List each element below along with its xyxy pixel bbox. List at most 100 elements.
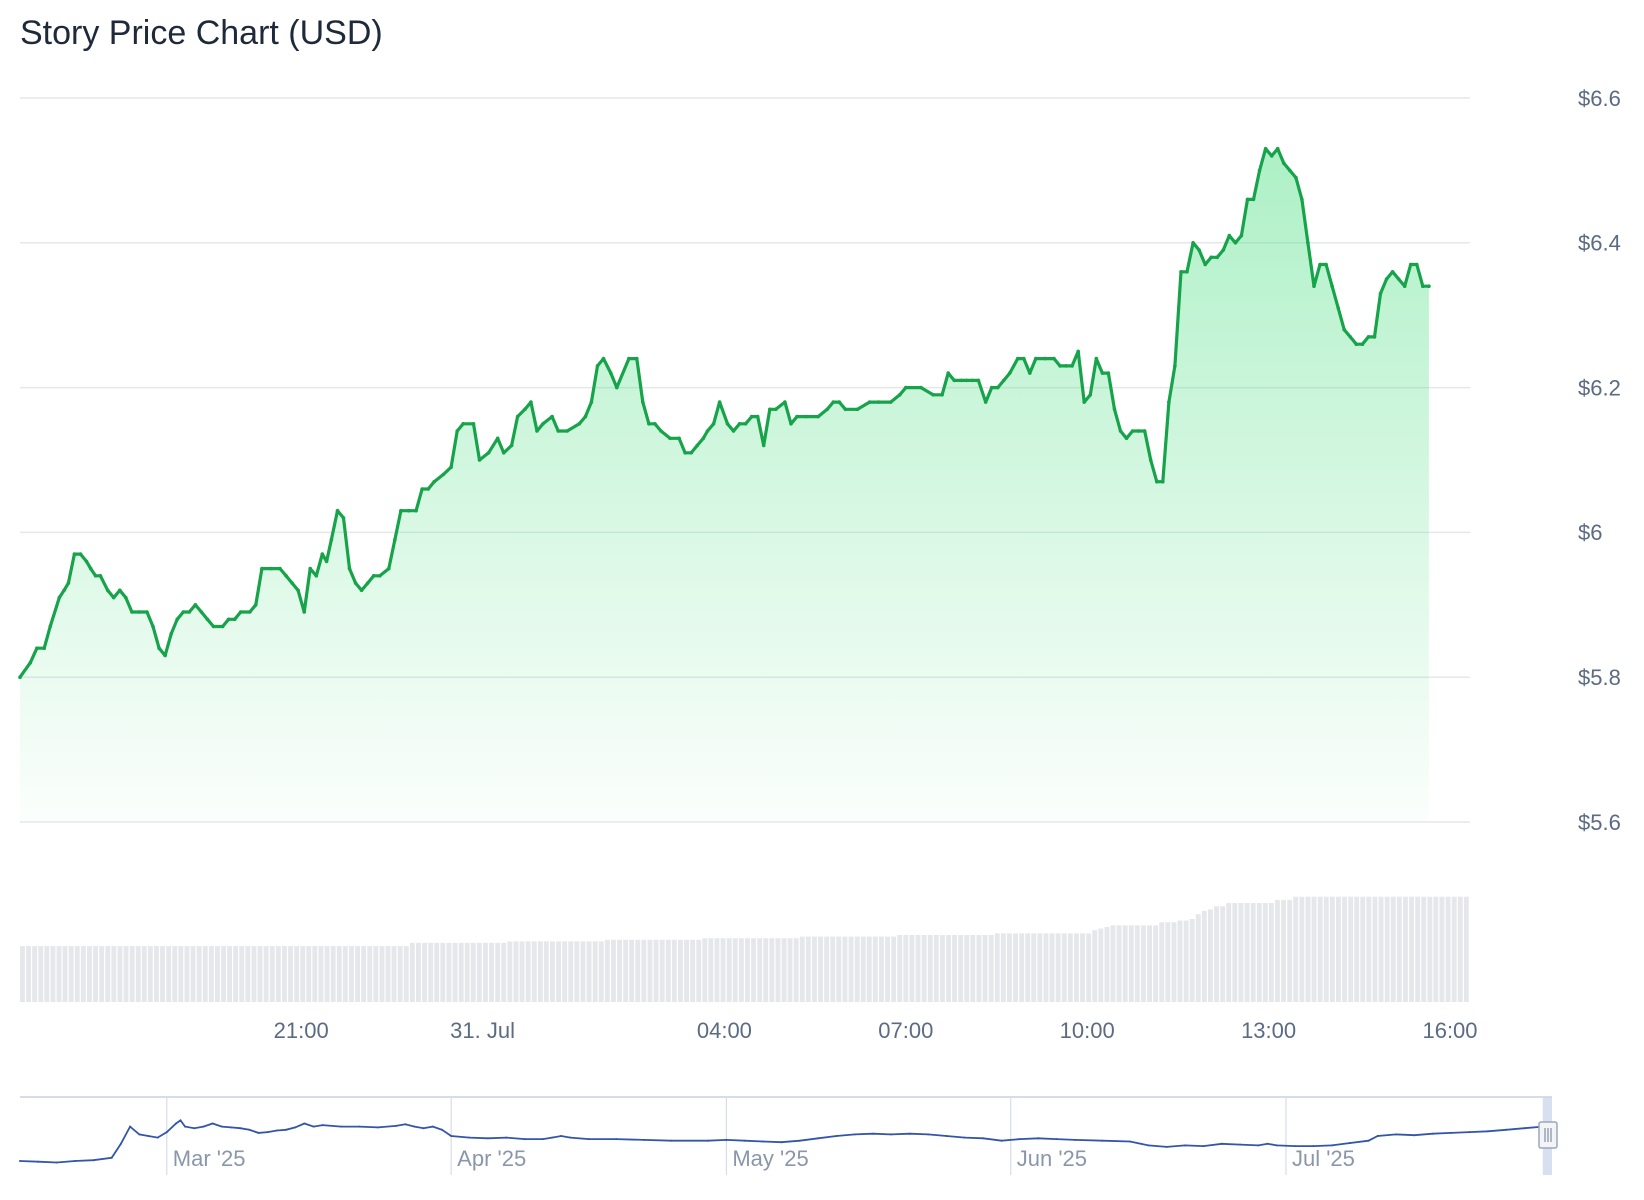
price-point[interactable] — [843, 407, 848, 412]
price-point[interactable] — [705, 429, 710, 433]
price-point[interactable] — [308, 566, 313, 571]
price-point[interactable] — [98, 574, 103, 578]
price-point[interactable] — [535, 429, 539, 433]
price-point[interactable] — [1318, 262, 1322, 267]
price-point[interactable] — [659, 429, 663, 433]
price-point[interactable] — [461, 422, 466, 426]
price-point[interactable] — [565, 429, 569, 433]
price-point[interactable] — [432, 479, 437, 484]
price-point[interactable] — [1185, 270, 1189, 274]
price-point[interactable] — [78, 552, 83, 556]
price-point[interactable] — [601, 356, 606, 361]
price-point[interactable] — [589, 400, 594, 404]
price-point[interactable] — [290, 581, 294, 585]
price-point[interactable] — [72, 552, 77, 556]
price-point[interactable] — [1312, 284, 1316, 289]
price-point[interactable] — [1161, 479, 1165, 484]
price-point[interactable] — [42, 646, 46, 650]
price-point[interactable] — [260, 566, 264, 571]
price-point[interactable] — [725, 422, 730, 426]
price-point[interactable] — [1070, 364, 1074, 368]
price-point[interactable] — [1282, 161, 1286, 165]
navigator-handle[interactable] — [1538, 1121, 1558, 1149]
price-point[interactable] — [731, 429, 736, 433]
price-point[interactable] — [1136, 429, 1141, 433]
price-point[interactable] — [831, 400, 836, 404]
price-point[interactable] — [220, 624, 225, 629]
price-point[interactable] — [1360, 342, 1365, 347]
price-point[interactable] — [825, 407, 829, 412]
price-point[interactable] — [867, 400, 872, 404]
price-point[interactable] — [940, 393, 944, 397]
price-point[interactable] — [269, 566, 273, 571]
price-point[interactable] — [1269, 154, 1274, 158]
price-point[interactable] — [1300, 197, 1304, 202]
price-point[interactable] — [28, 660, 33, 665]
price-point[interactable] — [169, 632, 173, 636]
price-point[interactable] — [124, 595, 128, 600]
price-point[interactable] — [130, 610, 134, 614]
price-point[interactable] — [816, 414, 820, 419]
price-point[interactable] — [1384, 277, 1389, 281]
price-point[interactable] — [583, 414, 588, 419]
price-point[interactable] — [88, 566, 93, 571]
price-point[interactable] — [151, 624, 155, 629]
price-point[interactable] — [57, 595, 62, 600]
price-point[interactable] — [1390, 270, 1395, 274]
price-point[interactable] — [501, 451, 506, 455]
price-point[interactable] — [84, 559, 89, 564]
price-point[interactable] — [302, 610, 307, 614]
navigator[interactable]: Mar '25 Apr '25 May '25 Jun '25 Jul '25 — [19, 1096, 1558, 1175]
price-point[interactable] — [1043, 356, 1047, 361]
price-point[interactable] — [1221, 248, 1226, 252]
price-point[interactable] — [1167, 400, 1171, 404]
price-point[interactable] — [1028, 371, 1032, 375]
price-point[interactable] — [996, 385, 1000, 390]
price-point[interactable] — [471, 422, 476, 426]
price-point[interactable] — [1263, 146, 1268, 151]
price-point[interactable] — [1306, 241, 1310, 245]
price-point[interactable] — [855, 407, 860, 412]
price-point[interactable] — [371, 574, 376, 578]
price-point[interactable] — [93, 574, 98, 578]
price-point[interactable] — [668, 436, 672, 441]
price-point[interactable] — [931, 393, 935, 397]
price-point[interactable] — [1336, 306, 1340, 310]
price-point[interactable] — [1239, 233, 1244, 238]
price-point[interactable] — [1372, 335, 1377, 339]
price-point[interactable] — [641, 400, 645, 404]
price-point[interactable] — [523, 407, 527, 412]
price-point[interactable] — [789, 422, 793, 426]
price-point[interactable] — [1421, 284, 1425, 289]
price-point[interactable] — [515, 414, 520, 419]
price-point[interactable] — [1427, 284, 1431, 289]
price-point[interactable] — [477, 458, 482, 462]
price-point[interactable] — [441, 472, 446, 477]
price-point[interactable] — [1348, 335, 1353, 339]
price-point[interactable] — [324, 559, 329, 564]
price-point[interactable] — [1100, 371, 1105, 375]
price-point[interactable] — [1402, 284, 1407, 289]
price-point[interactable] — [1118, 429, 1123, 433]
price-point[interactable] — [989, 385, 994, 390]
price-point[interactable] — [1155, 479, 1159, 484]
price-point[interactable] — [550, 414, 554, 419]
price-point[interactable] — [1094, 356, 1099, 361]
price-point[interactable] — [804, 414, 808, 419]
price-point[interactable] — [393, 537, 397, 542]
price-point[interactable] — [137, 610, 141, 614]
price-point[interactable] — [964, 378, 969, 383]
price-point[interactable] — [1257, 168, 1262, 173]
price-point[interactable] — [509, 443, 514, 448]
price-point[interactable] — [1142, 429, 1147, 433]
price-point[interactable] — [335, 508, 340, 513]
price-point[interactable] — [1112, 407, 1117, 412]
price-point[interactable] — [1342, 327, 1346, 332]
price-point[interactable] — [455, 429, 460, 433]
price-point[interactable] — [1148, 458, 1153, 462]
price-point[interactable] — [904, 385, 908, 390]
price-point[interactable] — [1203, 262, 1207, 267]
price-point[interactable] — [486, 451, 491, 455]
price-point[interactable] — [145, 610, 149, 614]
price-point[interactable] — [888, 400, 893, 404]
